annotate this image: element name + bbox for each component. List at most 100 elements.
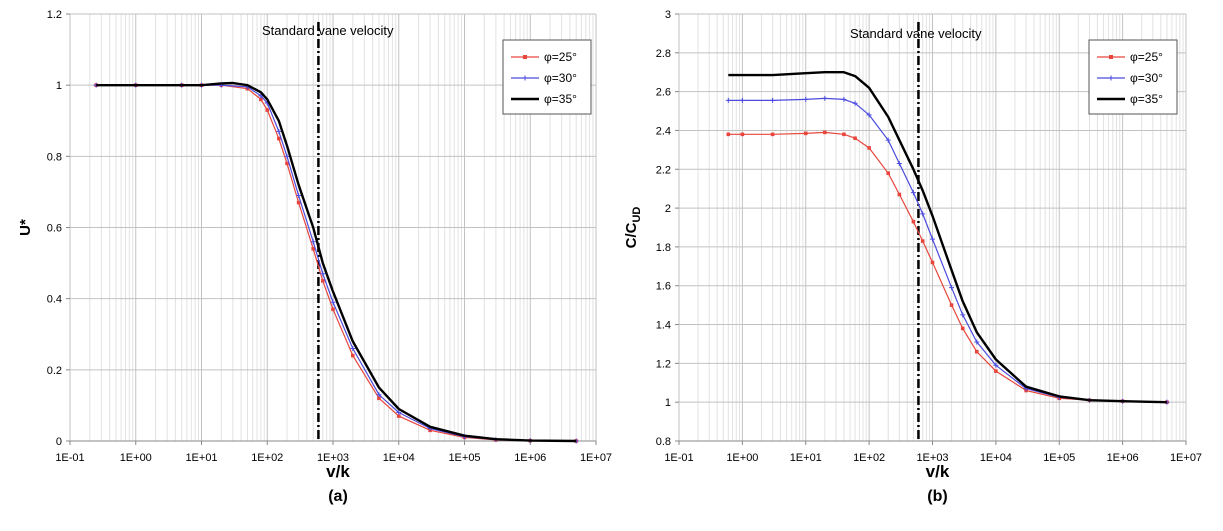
y-tick-label: 0.6 [47,223,62,235]
data-point [330,299,336,305]
legend-entry-label: φ=25° [544,50,577,64]
x-tick-label: 1E+00 [726,452,758,464]
x-tick-label: 1E+07 [1170,452,1202,464]
x-tick-label: 1E-01 [55,452,84,464]
data-point [960,326,965,331]
x-tick-label: 1E+01 [790,452,822,464]
x-tick-label: 1E+03 [317,452,349,464]
x-tick-label: 1E-01 [664,452,693,464]
y-tick-label: 2.2 [656,164,671,176]
legend-marker [523,55,527,59]
y-tick-label: 1.4 [656,320,671,332]
y-tick-label: 2.8 [656,48,671,60]
data-point [803,96,809,102]
y-axis-label-subscript: UD [631,207,643,223]
chart-panel-b: 0.8 1 1.2 1.4 1.6 1.8 2 2.2 2.4 2.6 2.8 3 1E-01 1E+00… [623,9,1202,505]
data-point [867,146,871,150]
y-tick-label: 1.2 [47,9,62,21]
x-tick-label: 1E+06 [514,452,546,464]
x-axis-label: v/k [926,462,950,481]
legend-box [1088,39,1178,115]
data-point [930,236,935,242]
data-point [396,410,402,416]
data-point [739,97,745,103]
data-point [320,271,326,277]
y-tick-label: 1.8 [656,242,671,254]
data-point [960,312,966,318]
panel-label: (a) [328,488,348,505]
series-line-2 [728,97,1167,403]
data-point [259,97,263,102]
y-axis-label: U* [17,219,34,236]
x-tick-label: 1E+02 [853,452,885,464]
data-point [994,369,998,373]
data-point [974,349,979,354]
y-tick-label: 0 [56,436,62,448]
data-point [803,131,808,136]
data-point [822,95,828,101]
data-point [725,97,731,103]
data-point [885,137,891,143]
legend-marker [1108,75,1114,81]
data-point [911,219,916,224]
data-point [377,396,381,401]
data-point [276,128,282,134]
y-axis-label: C/CUD [623,207,643,249]
y-axis-label-main: U* [17,219,34,236]
data-point [974,339,980,345]
data-point [920,211,926,217]
data-point [321,279,325,283]
data-point [866,112,872,118]
legend-entry-label: φ=35° [1130,92,1163,106]
data-point [740,132,745,137]
legend-entry-label: φ=30° [1130,71,1163,85]
data-point [310,239,316,245]
x-tick-label: 1E+05 [448,452,480,464]
y-tick-label: 0.8 [47,151,62,163]
x-tick-label: 1E+05 [1043,452,1075,464]
data-point [897,192,902,197]
y-tick-label: 2.6 [656,87,671,99]
y-tick-label: 1.6 [656,281,671,293]
x-tick-label: 1E+07 [580,452,612,464]
standard-velocity-label: Standard vane velocity [262,23,394,38]
x-tick-label: 1E+06 [1107,452,1139,464]
y-tick-label: 3 [665,9,671,21]
x-axis-label: v/k [326,462,350,481]
x-tick-label: 1E+04 [383,452,415,464]
series-line-3 [96,81,577,443]
data-point [350,345,356,351]
data-point [396,414,401,418]
legend: φ=25° φ=30° φ=35° [1088,39,1178,115]
y-tick-label: 2 [665,203,671,215]
data-point [841,96,847,102]
x-tick-label: 1E+03 [916,452,948,464]
data-point [949,285,955,291]
x-tick-label: 1E+01 [185,452,217,464]
data-point [265,108,270,112]
y-tick-label: 2.4 [656,125,671,137]
data-point [350,353,355,358]
data-point [993,362,999,368]
legend: φ=25° φ=30° φ=35° [502,39,592,115]
data-point [376,392,382,398]
y-tick-label: 1 [56,80,62,92]
y-axis-label-main: C/C [623,222,640,248]
x-tick-label: 1E+02 [251,452,283,464]
series-line-3 [728,71,1167,404]
legend-entry-label: φ=25° [1130,50,1163,64]
data-point [920,239,925,243]
y-tick-label: 1.2 [656,358,671,370]
data-point [726,132,731,137]
data-point [285,161,289,166]
data-point [910,190,916,196]
data-point [852,100,858,106]
x-tick-label: 1E+00 [120,452,152,464]
data-point [823,130,827,135]
y-tick-label: 0.8 [656,436,671,448]
data-point [296,192,302,198]
data-point [770,97,776,103]
series-line-1 [728,131,1167,403]
legend-entry-label: φ=35° [544,92,577,106]
